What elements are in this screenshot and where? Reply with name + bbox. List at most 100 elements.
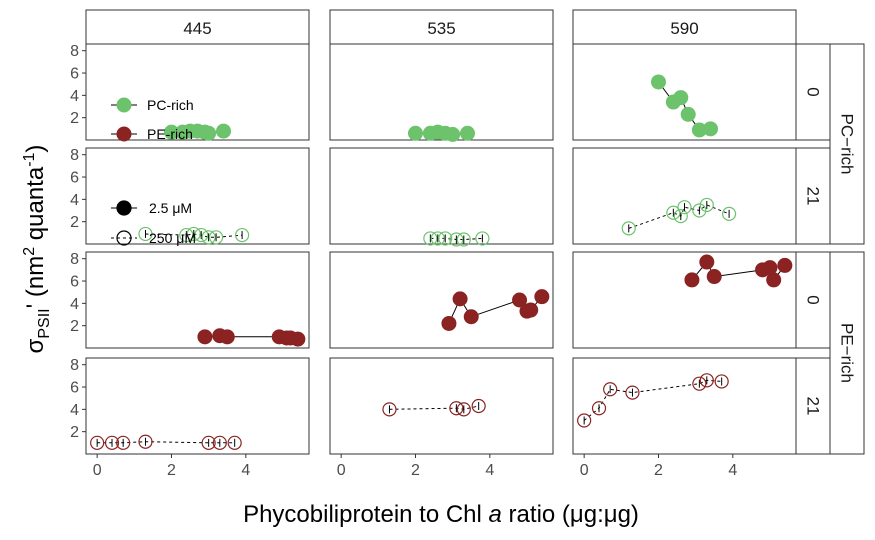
row-strip-label: 21 (804, 187, 823, 206)
group-strip-box (829, 43, 865, 245)
data-point (677, 200, 692, 215)
data-point (201, 435, 216, 450)
column-strip-box (329, 9, 554, 45)
data-point (621, 221, 636, 236)
y-tick-label: 8 (70, 357, 79, 374)
data-point (456, 402, 471, 417)
panel-series (138, 226, 250, 245)
panel-frame (572, 251, 797, 349)
y-tick-label: 4 (70, 192, 79, 209)
y-tick-label: 6 (70, 170, 79, 187)
panel-frame (85, 251, 310, 349)
data-point (714, 374, 729, 389)
data-point (625, 385, 640, 400)
panel-series (197, 328, 306, 347)
panel-series (621, 197, 737, 236)
axes: 2 4 6 8 2 4 6 8 2 4 6 8 2 4 6 8 0 2 4 0 2 4 0 2 4 (70, 43, 737, 479)
x-tick-label: 4 (241, 462, 250, 479)
legend-label: PC-rich (147, 97, 194, 113)
y-tick-label: 8 (70, 43, 79, 60)
data-point (673, 90, 689, 106)
x-tick-label: 0 (93, 462, 102, 479)
data-point (290, 331, 306, 347)
y-tick-label: 6 (70, 274, 79, 291)
column-strip-label: 535 (427, 19, 455, 38)
data-point (456, 232, 471, 247)
panel-series (382, 398, 486, 417)
row-strip-label: 21 (804, 397, 823, 416)
data-point (673, 208, 688, 224)
x-tick-label: 0 (337, 462, 346, 479)
y-tick-label: 4 (70, 402, 79, 419)
data-point (438, 231, 453, 246)
x-tick-label: 2 (167, 462, 176, 479)
data-point (90, 435, 105, 450)
x-tick-label: 2 (654, 462, 663, 479)
data-point (650, 74, 666, 90)
panel-frame (329, 43, 554, 141)
data-point (523, 302, 539, 318)
column-strip-box (572, 9, 797, 45)
data-point (512, 292, 528, 308)
y-tick-label: 2 (70, 214, 79, 231)
panel-series (441, 289, 550, 331)
y-tick-label: 2 (70, 110, 79, 127)
data-point (212, 435, 227, 450)
data-point (197, 329, 213, 345)
data-point (423, 231, 438, 246)
data-point (703, 121, 719, 137)
data-point (706, 269, 722, 285)
data-point (460, 125, 476, 141)
data-point (201, 230, 216, 245)
panel-series (650, 74, 719, 138)
data-point (227, 435, 242, 450)
x-tick-label: 4 (485, 462, 494, 479)
row-strip-label: 0 (804, 295, 823, 304)
panel-series (163, 123, 232, 141)
panel-frame (329, 147, 554, 245)
data-point (445, 126, 461, 142)
data-point (699, 254, 715, 270)
data-point (577, 413, 592, 428)
y-tick-label: 6 (70, 66, 79, 83)
data-point (475, 231, 490, 246)
group-strip-label: PC−rich (838, 114, 857, 175)
legend: PC-rich PE-rich 2.5 μM 250 μM (111, 97, 196, 246)
data-point (680, 106, 696, 122)
row-strips: 0 21 0 21 PC−rich PE−rich (795, 43, 865, 455)
y-tick-label: 2 (70, 318, 79, 335)
panel-series (407, 124, 476, 142)
panel-frame (572, 357, 797, 455)
group-strip-box (829, 251, 865, 455)
legend-key-nitrate (116, 200, 132, 216)
data-point (430, 231, 445, 246)
data-point (692, 203, 707, 218)
data-point (179, 227, 194, 243)
data-point (452, 291, 468, 307)
data-point (216, 123, 232, 139)
y-tick-label: 6 (70, 380, 79, 397)
panel-series (90, 434, 242, 450)
data-point (449, 401, 464, 416)
data-point (138, 226, 153, 242)
column-strip-label: 445 (183, 19, 211, 38)
column-strips: 445 535 590 (85, 9, 797, 45)
y-tick-label: 4 (70, 88, 79, 105)
legend-label: 2.5 μM (149, 200, 192, 216)
data-point (441, 315, 457, 331)
data-point (382, 402, 397, 417)
data-point (138, 434, 153, 449)
data-point (692, 376, 707, 391)
group-strip-label: PE−rich (838, 323, 857, 383)
data-point (777, 257, 793, 273)
y-tick-label: 8 (70, 251, 79, 268)
x-axis-title: Phycobiliprotein to Chl a ratio (μg:μg) (243, 501, 639, 528)
data-point (684, 272, 700, 288)
panel-frame (329, 357, 554, 455)
data-point (407, 125, 423, 141)
data-point (208, 230, 224, 245)
legend-label: 250 μM (149, 230, 196, 246)
panel-series (423, 231, 490, 247)
y-tick-label: 4 (70, 296, 79, 313)
